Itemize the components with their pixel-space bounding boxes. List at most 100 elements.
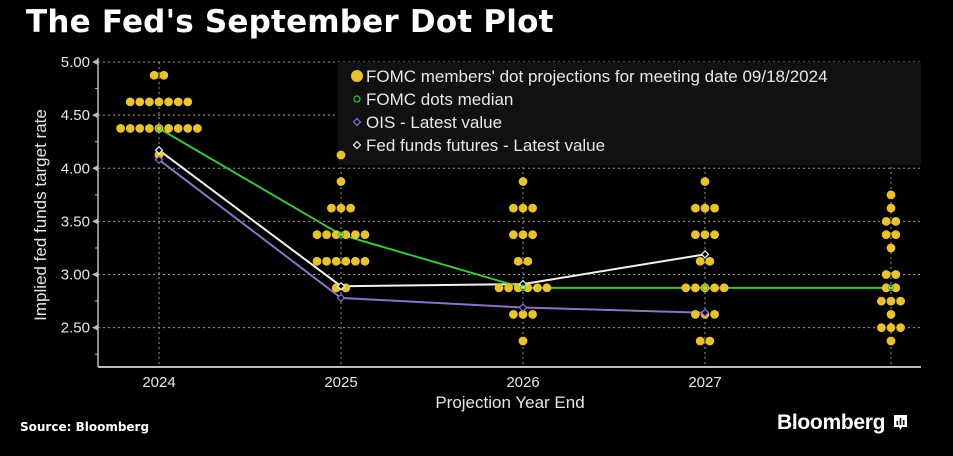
fomc-dot — [312, 256, 322, 266]
fomc-dot — [341, 256, 351, 266]
y-tick-label: 4.50 — [61, 107, 90, 124]
legend-futures-marker — [352, 140, 362, 150]
fomc-dot — [886, 309, 896, 319]
brand-name: Bloomberg — [777, 411, 886, 434]
series-markers — [154, 125, 895, 318]
fomc-dot — [700, 177, 710, 186]
fomc-dot — [700, 203, 710, 213]
fomc-dot — [533, 283, 542, 293]
fomc-dot — [135, 97, 145, 107]
x-tick-label: 2024 — [142, 374, 175, 391]
fomc-dot — [700, 230, 710, 240]
fomc-dot — [116, 124, 125, 133]
fomc-dot — [528, 309, 537, 319]
fomc-dot — [312, 230, 322, 240]
fomc-dot — [886, 190, 896, 200]
tick-labels: 5.00 4.50 4.00 3.50 3.00 2.50 2024 2025 2026 2027 — [61, 54, 722, 391]
y-tick-mark — [92, 218, 98, 225]
legend-label-ois: OIS - Latest value — [366, 113, 502, 132]
futures-point — [700, 250, 710, 259]
fomc-dot — [710, 283, 719, 293]
fomc-dot — [183, 97, 193, 107]
median-point — [701, 284, 709, 292]
fomc-dot — [360, 256, 370, 266]
legend-ois-marker — [352, 117, 362, 127]
legend-dot-marker — [351, 70, 363, 82]
median-point — [887, 284, 895, 292]
fomc-dot — [681, 283, 691, 293]
fomc-dot — [523, 256, 533, 266]
legend-median-marker — [353, 95, 361, 103]
fomc-dot — [154, 97, 164, 107]
fomc-dot — [705, 256, 715, 266]
fomc-dot — [710, 203, 719, 213]
fomc-dot — [504, 283, 513, 293]
fomc-dot — [518, 177, 528, 186]
median-point — [155, 125, 163, 132]
median-point — [337, 231, 345, 238]
fomc-dot — [173, 97, 183, 107]
fomc-dot — [125, 124, 135, 133]
fomc-dot — [145, 124, 154, 133]
fomc-dot — [360, 230, 370, 240]
fomc-dot — [336, 177, 346, 186]
fomc-dot — [164, 97, 174, 107]
fomc-dot — [518, 203, 528, 213]
fomc-dot — [327, 203, 336, 213]
fomc-dot — [125, 97, 135, 107]
fomc-dot — [336, 150, 346, 160]
fomc-dot — [891, 217, 901, 226]
legend-label-futures: Fed funds futures - Latest value — [366, 136, 605, 155]
fomc-dot — [154, 150, 164, 160]
legend-label-median: FOMC dots median — [366, 90, 513, 109]
y-tick-label: 5.00 — [61, 54, 90, 71]
fomc-dot — [542, 283, 552, 293]
legend-box — [338, 62, 921, 165]
fomc-dot — [881, 217, 891, 226]
source-note: Source: Bloomberg — [20, 420, 150, 434]
fomc-dot — [193, 124, 202, 133]
fomc-dot — [719, 283, 729, 293]
fomc-dot — [509, 309, 518, 319]
y-tick-mark — [92, 324, 98, 331]
y-tick-mark — [92, 59, 98, 65]
legend-label-dots: FOMC members' dot projections for meetin… — [366, 67, 828, 86]
fomc-dot — [886, 243, 896, 253]
fomc-dots — [116, 70, 905, 346]
axes — [92, 58, 921, 368]
fomc-dot — [691, 203, 700, 213]
fomc-dot — [896, 296, 905, 306]
fomc-dot — [322, 230, 331, 240]
fomc-dot — [886, 296, 896, 306]
fomc-dot — [695, 336, 705, 346]
fomc-dot — [881, 283, 891, 293]
chart-title: The Fed's September Dot Plot — [26, 4, 554, 40]
y-tick-label: 4.00 — [61, 160, 90, 177]
fomc-dot — [710, 230, 719, 240]
fomc-dot — [691, 309, 700, 319]
fomc-dot — [705, 336, 715, 346]
fomc-dot — [341, 230, 351, 240]
fomc-dot — [164, 124, 174, 133]
fomc-dot — [513, 256, 523, 266]
y-tick-label: 2.50 — [61, 320, 90, 337]
fomc-dot — [881, 270, 891, 279]
ois-line — [158, 158, 706, 314]
y-tick-label: 3.50 — [61, 213, 90, 230]
bloomberg-logo: Bloomberg — [777, 411, 908, 435]
y-tick-mark — [92, 165, 98, 172]
ois-point — [700, 308, 710, 318]
fomc-dot — [691, 283, 700, 293]
x-tick-label: 2025 — [324, 374, 357, 391]
y-tick-label: 3.00 — [61, 267, 90, 284]
x-tick-label: 2026 — [506, 374, 539, 391]
fomc-dot — [518, 309, 528, 319]
fomc-dot — [183, 124, 193, 133]
fomc-dot — [877, 323, 886, 333]
fomc-dot — [886, 336, 896, 346]
ois-point — [518, 303, 528, 312]
fomc-dot — [896, 323, 905, 333]
fomc-dot — [331, 230, 341, 240]
fomc-dot — [891, 283, 901, 293]
